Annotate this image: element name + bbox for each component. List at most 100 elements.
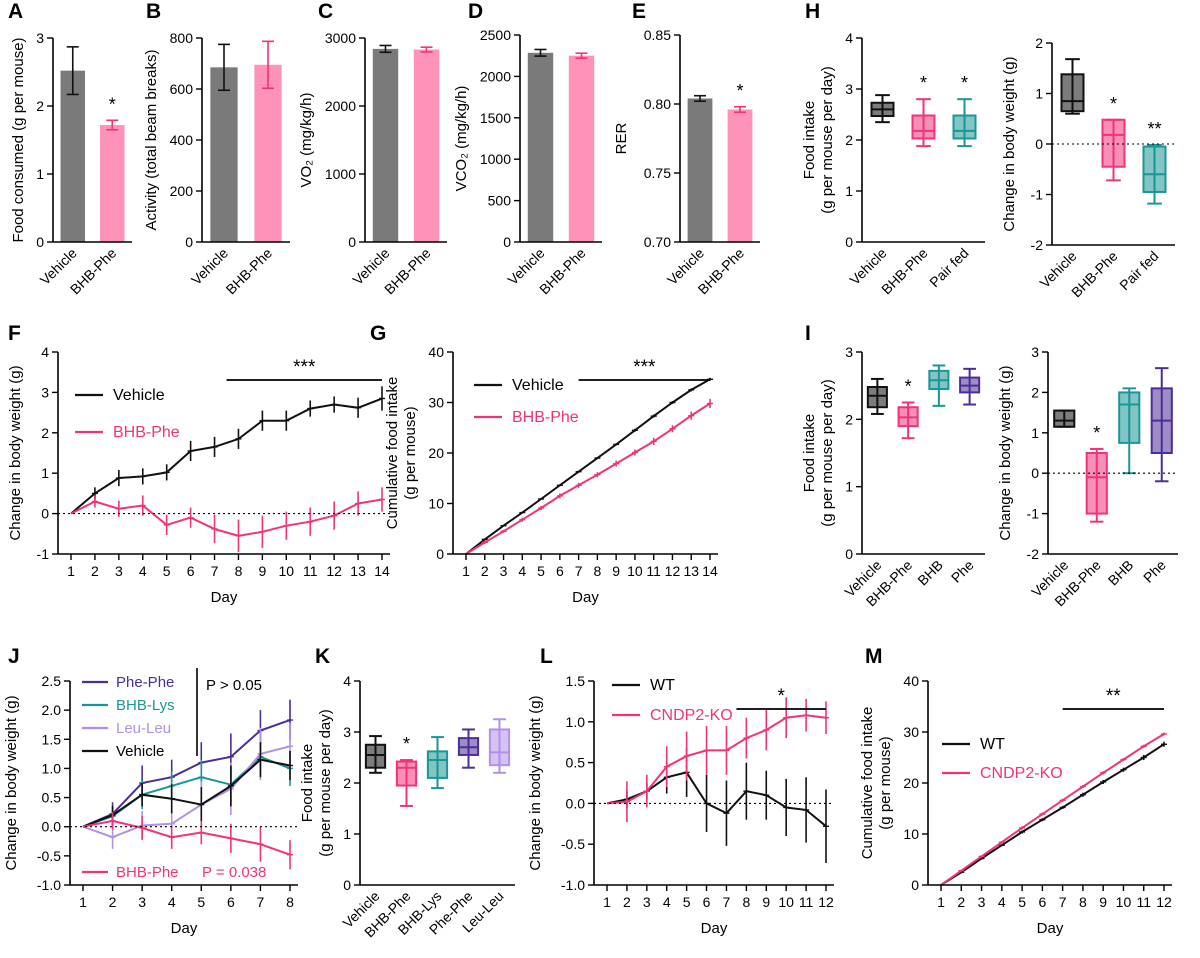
x-tick-label: 12 <box>818 894 834 910</box>
y-tick-label: -2 <box>1027 546 1040 562</box>
y-tick-label: 800 <box>170 30 194 46</box>
y-tick-label: 0 <box>503 234 511 250</box>
y-tick-label: 0 <box>911 877 919 893</box>
y-tick-label: 1500 <box>480 110 511 126</box>
y-tick-label: 0 <box>1035 136 1043 152</box>
y-tick-label: 2 <box>41 425 49 441</box>
y-tick-label: 0 <box>1031 465 1039 481</box>
panel-label: A <box>8 0 23 23</box>
y-axis-label: Food intake <box>801 414 818 492</box>
legend-label: Vehicle <box>116 743 164 760</box>
x-tick-label: 4 <box>168 894 176 910</box>
y-tick-label: 0.80 <box>644 96 671 112</box>
x-tick-label: 6 <box>703 894 711 910</box>
panel-label: E <box>632 0 646 23</box>
x-tick-label: 9 <box>1099 894 1107 910</box>
y-tick-label: 1 <box>41 465 49 481</box>
y-tick-label: 2 <box>845 132 853 148</box>
panel-label: M <box>865 645 883 668</box>
y-tick-label: -1 <box>37 546 50 562</box>
x-tick-label: 5 <box>1018 894 1026 910</box>
panel-label: G <box>370 322 386 345</box>
x-tick-label: 4 <box>663 894 671 910</box>
x-tick-label: 5 <box>537 563 545 579</box>
box <box>952 114 977 140</box>
legend-label: BHB-Phe <box>116 864 179 881</box>
panel-label: K <box>315 645 330 668</box>
y-axis-label: Cumulative food intake <box>384 377 401 530</box>
x-tick-label: 2 <box>481 563 489 579</box>
category-label: Phe <box>1140 557 1169 586</box>
series-line <box>606 714 827 805</box>
box <box>1060 73 1085 113</box>
x-axis-label: Day <box>211 589 238 606</box>
y-axis-label: Change in body weight (g) <box>527 695 544 870</box>
x-tick-label: 7 <box>575 563 583 579</box>
y-axis-label: Food intake <box>801 101 818 179</box>
y-tick-label: 1 <box>36 166 44 182</box>
y-tick-label: 30 <box>903 724 919 740</box>
box <box>395 760 418 787</box>
y-tick-label: 200 <box>170 183 194 199</box>
x-tick-label: 1 <box>603 894 611 910</box>
p-value-annotation: P = 0.038 <box>202 864 266 881</box>
legend-label: Leu-Leu <box>116 720 171 737</box>
chart-H1: * * 0 1 2 3 4 Food intake (g per mouse per day) H… <box>801 0 985 297</box>
x-tick-label: 6 <box>227 894 235 910</box>
x-tick-label: 2 <box>91 563 99 579</box>
y-tick-label: 30 <box>428 395 444 411</box>
y-axis-label: Activity (total beam breaks) <box>143 50 160 231</box>
y-tick-label: 0.0 <box>42 819 62 835</box>
x-tick-label: 10 <box>627 563 643 579</box>
legend-label: WT <box>980 736 1005 753</box>
y-tick-label: 1.0 <box>566 714 586 730</box>
y-axis-label: VCO₂ (mg/kg/h) <box>453 86 470 192</box>
category-label: Pair fed <box>926 245 971 290</box>
y-tick-label: 1000 <box>480 151 511 167</box>
series-line <box>82 819 291 856</box>
significance-star: * <box>905 377 912 397</box>
y-tick-label: 0 <box>343 877 351 893</box>
x-tick-label: 2 <box>109 894 117 910</box>
y-tick-label: 0.85 <box>644 27 671 43</box>
chart-J: 1 2 3 4 5 6 7 8 Day -1.0 -0.5 0.0 0.5 1.0 1.5 2.0 2.5 Cha… <box>3 645 298 937</box>
x-tick-label: 4 <box>139 563 147 579</box>
box <box>1101 118 1126 168</box>
y-tick-label: 3 <box>343 724 351 740</box>
y-tick-label: 4 <box>41 344 49 360</box>
box <box>1053 409 1076 428</box>
y-tick-label: 4 <box>845 30 853 46</box>
y-tick-label: 1 <box>1031 425 1039 441</box>
series-line <box>940 733 1165 886</box>
box <box>1142 145 1167 193</box>
y-axis-label: RER <box>613 122 630 154</box>
y-tick-label: 10 <box>903 826 919 842</box>
x-axis-label: Day <box>1037 920 1064 937</box>
y-tick-label: 0 <box>845 234 853 250</box>
x-tick-label: 3 <box>500 563 508 579</box>
y-tick-label: 2 <box>1035 35 1043 51</box>
bar <box>372 48 399 242</box>
y-tick-label: 1.5 <box>566 673 586 689</box>
x-tick-label: 3 <box>115 563 123 579</box>
category-label: BHB-Phe <box>223 245 276 298</box>
x-tick-label: 14 <box>702 563 718 579</box>
y-tick-label: 0 <box>436 546 444 562</box>
panel-label: F <box>8 322 21 345</box>
y-axis-label: Food consumed (g per mouse) <box>10 37 27 242</box>
y-tick-label: 2 <box>1031 384 1039 400</box>
y-tick-label: 2000 <box>480 68 511 84</box>
x-axis-label: Day <box>171 920 198 937</box>
x-tick-label: 13 <box>350 563 366 579</box>
y-axis-label: Change in body weight (g) <box>3 695 20 870</box>
x-tick-label: 4 <box>998 894 1006 910</box>
y-tick-label: -0.5 <box>37 848 61 864</box>
x-tick-label: 6 <box>556 563 564 579</box>
x-tick-label: 12 <box>326 563 342 579</box>
